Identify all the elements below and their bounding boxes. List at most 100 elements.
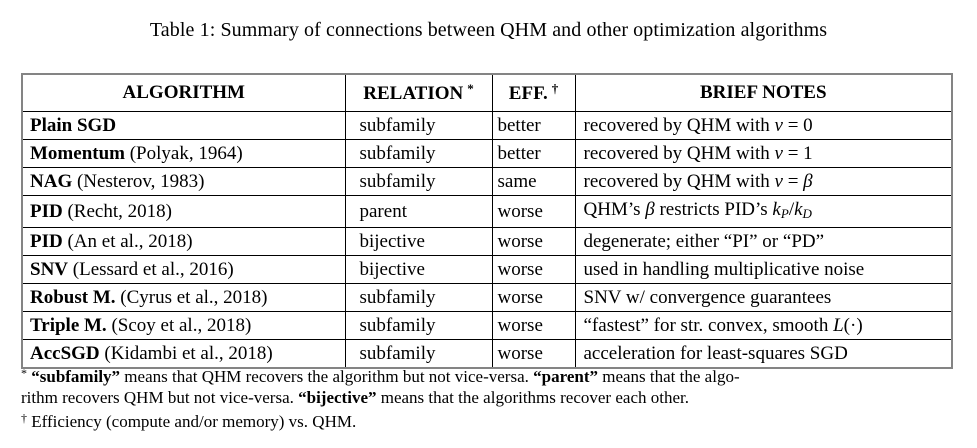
relation-cell: subfamily [344,139,493,168]
efficiency-cell: better [491,111,576,140]
column-header-label: BRIEF NOTES [699,82,827,103]
footnotes: * “subfamily” means that QHM recovers th… [21,363,957,433]
text-run: acceleration for least-squares SGD [583,343,848,364]
footnote-efficiency-definition: † Efficiency (compute and/or memory) vs.… [21,408,957,433]
table-row-pid-an: PID (An et al., 2018) bijective worse de… [21,227,953,256]
table-row-plain-sgd: Plain SGD subfamily better recovered by … [21,111,953,140]
relation-cell: subfamily [344,167,493,196]
text-run: (Scoy et al., 2018) [106,315,252,336]
efficiency-cell: worse [491,339,576,369]
notes-cell: QHM’s β restricts PID’s kP/kD [574,195,953,228]
footnote-relation-definitions: * “subfamily” means that QHM recovers th… [21,363,957,408]
relation-cell: subfamily [344,339,493,369]
column-header-label: ALGORITHM [122,82,245,103]
text-run: β [645,199,655,220]
text-run: rithm recovers QHM but not vice-versa. [21,387,299,407]
text-run: SNV [30,259,69,280]
table-row-momentum: Momentum (Polyak, 1964) subfamily better… [21,139,953,168]
text-run: Robust M. [30,287,116,308]
text-run: (Lessard et al., 2016) [68,259,234,280]
text-run: / [788,199,795,220]
text-run: AccSGD [30,343,100,364]
efficiency-cell: worse [491,227,576,256]
text-run: NAG [30,171,73,192]
header-row: ALGORITHM RELATION * EFF. † BRIEF NOTES [21,73,953,112]
text-run: “bijective” [298,387,377,407]
algorithm-cell: SNV (Lessard et al., 2016) [21,255,346,284]
efficiency-cell: worse [491,255,576,284]
notes-cell: recovered by QHM with ν = 0 [574,111,953,140]
asterisk-marker: * [467,81,474,96]
algorithm-cell: Triple M. (Scoy et al., 2018) [21,311,346,340]
relation-cell: bijective [344,227,493,256]
text-run: restricts PID’s [654,199,773,220]
efficiency-cell: better [491,139,576,168]
relation-cell: subfamily [344,111,493,140]
algorithm-cell: Robust M. (Cyrus et al., 2018) [21,283,346,312]
text-run: * [21,366,27,380]
table-caption: Table 1: Summary of connections between … [149,19,828,41]
text-run: = 0 [782,115,813,136]
relation-cell: parent [344,195,493,228]
text-run: “subfamily” [31,367,121,386]
relation-cell: subfamily [344,311,493,340]
algorithm-cell: Plain SGD [21,111,346,140]
notes-cell: “fastest” for str. convex, smooth L(·) [574,311,953,340]
notes-cell: SNV w/ convergence guarantees [574,283,953,312]
text-run: (Kidambi et al., 2018) [99,343,273,364]
text-run: SNV w/ convergence guarantees [583,287,832,308]
text-run: = [782,171,804,192]
text-run: recovered by QHM with [583,171,775,192]
text-run: (Recht, 2018) [62,201,172,222]
summary-table: ALGORITHM RELATION * EFF. † BRIEF NOTES Pl… [21,73,953,369]
text-run: k [794,199,803,220]
algorithm-cell: PID (Recht, 2018) [21,195,346,228]
text-run: Efficiency (compute and/or memory) vs. Q… [27,412,357,431]
text-run: L [833,315,844,336]
text-run: P [780,206,789,221]
notes-cell: recovered by QHM with ν = β [574,167,953,196]
text-run: degenerate; either “PI” or “PD” [583,231,825,252]
relation-cell: subfamily [344,283,493,312]
text-run: (Cyrus et al., 2018) [115,287,268,308]
text-run: D [802,206,812,221]
notes-cell: acceleration for least-squares SGD [574,339,953,369]
table-row-snv: SNV (Lessard et al., 2016) bijective wor… [21,255,953,284]
text-run: means that the algorithms recover each o… [376,387,689,407]
notes-cell: recovered by QHM with ν = 1 [574,139,953,168]
text-run: “fastest” for str. convex, smooth [583,315,834,336]
text-run: (An et al., 2018) [62,231,193,252]
table-row-nag: NAG (Nesterov, 1983) subfamily same reco… [21,167,953,196]
text-run: used in handling multiplicative noise [583,259,865,280]
algorithm-cell: Momentum (Polyak, 1964) [21,139,346,168]
text-run: † [21,411,27,425]
text-run: Plain SGD [30,115,117,136]
text-run: ν [774,171,783,192]
efficiency-cell: worse [491,283,576,312]
efficiency-cell: same [491,167,576,196]
algorithm-cell: PID (An et al., 2018) [21,227,346,256]
text-run: “parent” [533,367,598,386]
text-run: Momentum [30,143,125,164]
text-run: means that the algo- [597,367,740,386]
column-header-efficiency: EFF. † [491,73,576,112]
column-header-algorithm: ALGORITHM [21,73,346,112]
notes-cell: used in handling multiplicative noise [574,255,953,284]
text-run: = 1 [782,143,813,164]
text-run: ν [774,115,783,136]
column-header-label: EFF. [508,83,548,104]
table-row-robust-m: Robust M. (Cyrus et al., 2018) subfamily… [21,283,953,312]
algorithm-cell: AccSGD (Kidambi et al., 2018) [21,339,346,369]
table-row-pid-recht: PID (Recht, 2018) parent worse QHM’s β r… [21,195,953,228]
text-run: PID [30,231,63,252]
notes-cell: degenerate; either “PI” or “PD” [574,227,953,256]
text-run: (Nesterov, 1983) [72,171,205,192]
text-run: (Polyak, 1964) [124,143,243,164]
text-run: Triple M. [30,315,107,336]
efficiency-cell: worse [491,195,576,228]
relation-cell: bijective [344,255,493,284]
text-run: k [772,199,781,220]
text-run: recovered by QHM with [583,115,775,136]
text-run: QHM’s [583,199,646,220]
